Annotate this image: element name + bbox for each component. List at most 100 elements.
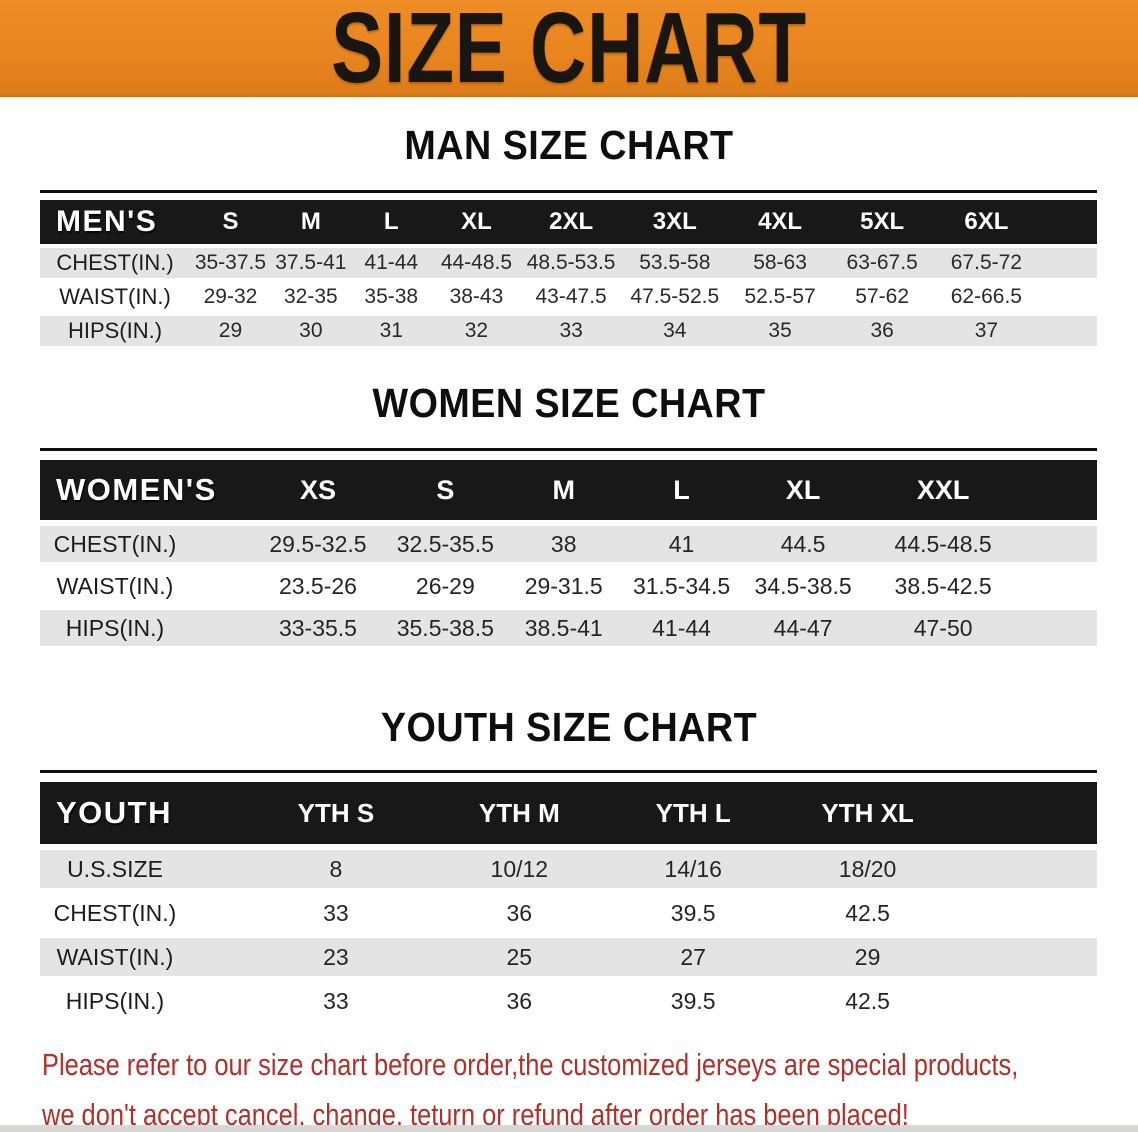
column-header-cell: M bbox=[270, 200, 352, 244]
row-label: CHEST(IN.) bbox=[56, 250, 174, 275]
value-cell: 14/16 bbox=[606, 850, 780, 888]
header-filler-cell bbox=[1039, 200, 1097, 244]
bottom-edge-bar bbox=[0, 1125, 1138, 1132]
value-cell: 47-50 bbox=[865, 610, 1021, 646]
value-cell: 38.5-42.5 bbox=[865, 568, 1021, 604]
men-table-top-rule bbox=[40, 190, 1097, 193]
value-cell: 38 bbox=[505, 526, 623, 562]
value-cell: 29-31.5 bbox=[505, 568, 623, 604]
row-label-cell: CHEST(IN.) bbox=[40, 248, 191, 278]
women-table-label: WOMEN'S bbox=[40, 460, 251, 520]
value-cell: 39.5 bbox=[606, 894, 780, 932]
value-cell: 35-37.5 bbox=[190, 248, 271, 278]
youth-data-row: HIPS(IN.) 33 36 39.5 42.5 bbox=[40, 982, 1097, 1020]
value-cell: 44-47 bbox=[740, 610, 866, 646]
women-data-row: CHEST(IN.) 29.5-32.5 32.5-35.5 38 41 44.5 44.5… bbox=[40, 526, 1097, 562]
value-cell: 41-44 bbox=[622, 610, 741, 646]
value-cell: 34.5-38.5 bbox=[740, 568, 866, 604]
column-header-cell: S bbox=[385, 460, 506, 520]
banner: SIZE CHART bbox=[0, 0, 1138, 98]
column-header-cell: M bbox=[505, 460, 623, 520]
row-filler-cell bbox=[1039, 316, 1097, 346]
value-cell: 23 bbox=[239, 938, 433, 976]
row-label-cell: WAIST(IN.) bbox=[40, 282, 191, 312]
value-cell: 57-62 bbox=[831, 282, 933, 312]
row-label-cell: HIPS(IN.) bbox=[40, 982, 240, 1020]
column-header-cell: XL bbox=[431, 200, 522, 244]
row-label-cell: HIPS(IN.) bbox=[40, 610, 251, 646]
men-data-row: CHEST(IN.) 35-37.5 37.5-41 41-44 44-48.5 48.5… bbox=[40, 248, 1097, 278]
row-label: HIPS(IN.) bbox=[65, 614, 165, 641]
value-cell: 36 bbox=[831, 316, 933, 346]
column-header-cell: 3XL bbox=[620, 200, 729, 244]
value-cell: 29.5-32.5 bbox=[250, 526, 386, 562]
value-cell: 31 bbox=[351, 316, 432, 346]
column-header-cell: YTH S bbox=[239, 782, 433, 844]
youth-data-row: CHEST(IN.) 33 36 39.5 42.5 bbox=[40, 894, 1097, 932]
value-cell: 36 bbox=[432, 894, 607, 932]
youth-chart-title: YOUTH SIZE CHART bbox=[380, 704, 758, 750]
value-cell: 43-47.5 bbox=[521, 282, 621, 312]
value-cell: 26-29 bbox=[385, 568, 506, 604]
row-filler-cell bbox=[1020, 568, 1097, 604]
value-cell: 44.5-48.5 bbox=[865, 526, 1021, 562]
row-filler-cell bbox=[1039, 248, 1097, 278]
value-cell: 41-44 bbox=[351, 248, 432, 278]
value-cell: 33 bbox=[239, 982, 433, 1020]
value-cell: 32.5-35.5 bbox=[385, 526, 506, 562]
value-cell: 62-66.5 bbox=[932, 282, 1040, 312]
row-filler-cell bbox=[1039, 282, 1097, 312]
value-cell: 33 bbox=[239, 894, 433, 932]
value-cell: 63-67.5 bbox=[831, 248, 933, 278]
women-header-row: WOMEN'S XS S M L XL XXL bbox=[40, 460, 1097, 520]
header-filler-cell bbox=[955, 782, 1097, 844]
value-cell: 27 bbox=[606, 938, 780, 976]
footer-notice: Please refer to our size chart before or… bbox=[42, 1040, 1138, 1132]
row-label-cell: HIPS(IN.) bbox=[40, 316, 191, 346]
column-header-cell: XS bbox=[250, 460, 386, 520]
row-label-cell: WAIST(IN.) bbox=[40, 568, 251, 604]
row-filler-cell bbox=[955, 894, 1097, 932]
value-cell: 34 bbox=[620, 316, 729, 346]
column-header-cell: L bbox=[622, 460, 741, 520]
column-header-cell: XL bbox=[740, 460, 866, 520]
value-cell: 29 bbox=[190, 316, 271, 346]
youth-table-label: YOUTH bbox=[40, 782, 240, 844]
row-label-cell: U.S.SIZE bbox=[40, 850, 240, 888]
value-cell: 38-43 bbox=[431, 282, 522, 312]
men-table-label: MEN'S bbox=[40, 200, 191, 244]
row-label: HIPS(IN.) bbox=[67, 318, 163, 343]
value-cell: 31.5-34.5 bbox=[622, 568, 741, 604]
men-data-row: WAIST(IN.) 29-32 32-35 35-38 38-43 43-47.5 47.… bbox=[40, 282, 1097, 312]
value-cell: 33 bbox=[521, 316, 621, 346]
value-cell: 48.5-53.5 bbox=[521, 248, 621, 278]
row-label-cell: CHEST(IN.) bbox=[40, 526, 251, 562]
value-cell: 37 bbox=[932, 316, 1040, 346]
youth-size-table-wrap: YOUTH YTH S YTH M YTH L YTH XL U.S.SIZE 8 10/12… bbox=[40, 770, 1097, 1026]
women-chart-title: WOMEN SIZE CHART bbox=[372, 380, 766, 426]
value-cell: 10/12 bbox=[432, 850, 607, 888]
youth-data-row: WAIST(IN.) 23 25 27 29 bbox=[40, 938, 1097, 976]
value-cell: 67.5-72 bbox=[932, 248, 1040, 278]
value-cell: 58-63 bbox=[728, 248, 832, 278]
value-cell: 39.5 bbox=[606, 982, 780, 1020]
youth-size-table: YOUTH YTH S YTH M YTH L YTH XL U.S.SIZE 8 10/12… bbox=[40, 776, 1097, 1026]
value-cell: 47.5-52.5 bbox=[620, 282, 729, 312]
value-cell: 32-35 bbox=[270, 282, 352, 312]
value-cell: 37.5-41 bbox=[270, 248, 352, 278]
men-data-row: HIPS(IN.) 29 30 31 32 33 34 35 36 37 bbox=[40, 316, 1097, 346]
women-data-row: HIPS(IN.) 33-35.5 35.5-38.5 38.5-41 41-44 44-… bbox=[40, 610, 1097, 646]
column-header-cell: L bbox=[351, 200, 432, 244]
value-cell: 35.5-38.5 bbox=[385, 610, 506, 646]
value-cell: 29 bbox=[779, 938, 956, 976]
column-header-cell: YTH M bbox=[432, 782, 607, 844]
value-cell: 42.5 bbox=[779, 894, 956, 932]
value-cell: 29-32 bbox=[190, 282, 271, 312]
men-size-table-wrap: MEN'S S M L XL 2XL 3XL 4XL 5XL 6XL CHEST(IN.) 35-37… bbox=[40, 190, 1097, 350]
value-cell: 23.5-26 bbox=[250, 568, 386, 604]
row-filler-cell bbox=[1020, 610, 1097, 646]
row-label: CHEST(IN.) bbox=[53, 530, 177, 557]
men-chart-title: MAN SIZE CHART bbox=[404, 122, 734, 168]
row-label-cell: WAIST(IN.) bbox=[40, 938, 240, 976]
